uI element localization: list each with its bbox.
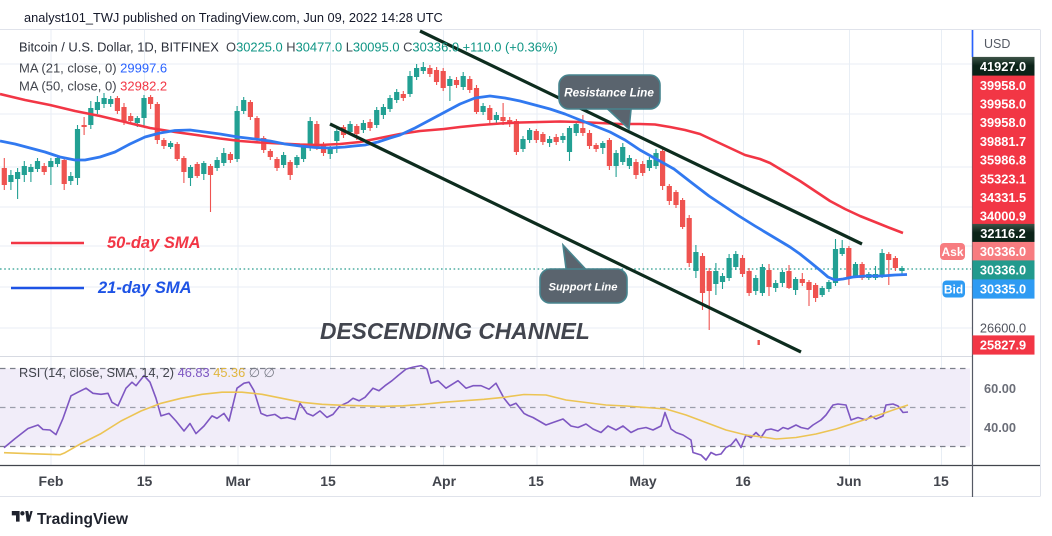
svg-text:26600.0: 26600.0 xyxy=(980,321,1026,336)
svg-text:analyst101_TWJ published on Tr: analyst101_TWJ published on TradingView.… xyxy=(24,10,443,25)
svg-text:40.00: 40.00 xyxy=(984,420,1016,435)
svg-text:39958.0: 39958.0 xyxy=(980,78,1026,93)
svg-text:USD: USD xyxy=(984,37,1010,51)
svg-text:Ask: Ask xyxy=(941,245,963,259)
svg-text:RSI (14, close, SMA, 14, 2) 46: RSI (14, close, SMA, 14, 2) 46.83 45.36 … xyxy=(19,365,275,380)
svg-text:25827.9: 25827.9 xyxy=(980,338,1026,353)
svg-text:32116.2: 32116.2 xyxy=(980,226,1026,241)
svg-text:15: 15 xyxy=(137,473,153,489)
svg-text:Mar: Mar xyxy=(226,473,251,489)
svg-text:34000.9: 34000.9 xyxy=(980,209,1026,224)
svg-text:May: May xyxy=(629,473,656,489)
svg-text:Feb: Feb xyxy=(39,473,64,489)
svg-text:41927.0: 41927.0 xyxy=(980,59,1026,74)
svg-text:MA (21, close, 0) 29997.6: MA (21, close, 0) 29997.6 xyxy=(19,61,167,76)
svg-text:MA (50, close, 0) 32982.2: MA (50, close, 0) 32982.2 xyxy=(19,79,167,94)
svg-text:15: 15 xyxy=(320,473,336,489)
svg-text:50-day SMA: 50-day SMA xyxy=(107,234,201,252)
svg-text:Support Line: Support Line xyxy=(549,282,618,294)
svg-text:34331.5: 34331.5 xyxy=(980,190,1026,205)
svg-text:15: 15 xyxy=(933,473,949,489)
svg-text:Resistance Line: Resistance Line xyxy=(564,86,654,100)
svg-text:35986.8: 35986.8 xyxy=(980,153,1026,168)
svg-text:Bid: Bid xyxy=(944,283,963,297)
svg-text:DESCENDING CHANNEL: DESCENDING CHANNEL xyxy=(320,318,590,344)
svg-text:15: 15 xyxy=(528,473,544,489)
svg-text:60.00: 60.00 xyxy=(984,381,1016,396)
svg-text:35323.1: 35323.1 xyxy=(980,171,1026,186)
svg-text:39958.0: 39958.0 xyxy=(980,115,1026,130)
svg-text:30336.0: 30336.0 xyxy=(980,244,1026,259)
svg-text:30336.0: 30336.0 xyxy=(980,263,1026,278)
svg-text:39881.7: 39881.7 xyxy=(980,134,1026,149)
svg-text:30335.0: 30335.0 xyxy=(980,282,1026,297)
svg-text:16: 16 xyxy=(735,473,751,489)
svg-text:Apr: Apr xyxy=(432,473,457,489)
svg-text:Bitcoin / U.S. Dollar, 1D, BIT: Bitcoin / U.S. Dollar, 1D, BITFINEX O302… xyxy=(19,40,558,55)
svg-text:21-day SMA: 21-day SMA xyxy=(97,279,192,297)
svg-text:TradingView: TradingView xyxy=(37,511,129,528)
svg-text:Jun: Jun xyxy=(837,473,862,489)
svg-text:39958.0: 39958.0 xyxy=(980,97,1026,112)
